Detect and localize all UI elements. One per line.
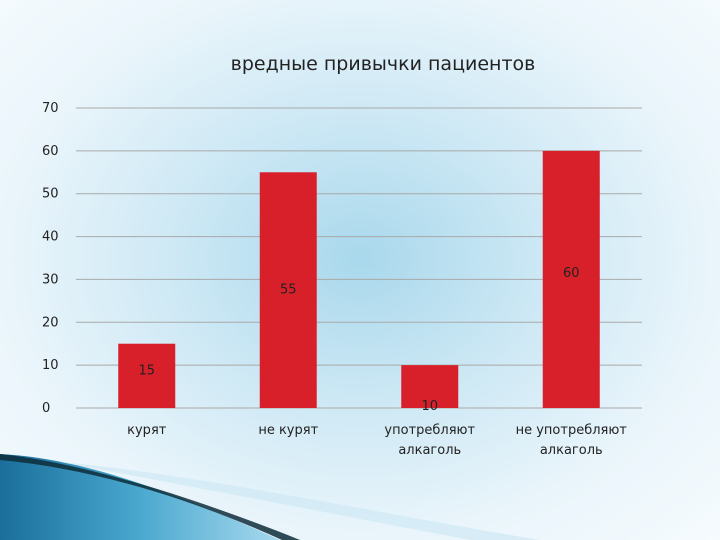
x-tick-label: курят: [127, 423, 167, 438]
y-tick-label: 40: [42, 230, 59, 245]
y-tick-label: 50: [42, 187, 59, 202]
bar: [542, 150, 600, 408]
bar: [259, 172, 317, 408]
x-tick-label: употребляют: [384, 423, 475, 438]
y-tick-label: 70: [42, 101, 59, 116]
x-tick-label: алкаголь: [398, 443, 461, 458]
y-tick-label: 20: [42, 315, 59, 330]
x-tick-label: не курят: [258, 423, 318, 438]
data-labels: 15 55 10 60: [138, 266, 579, 414]
decorative-swoosh: [0, 454, 540, 540]
bar: [118, 343, 176, 408]
data-label: 10: [421, 399, 438, 414]
bars: [118, 150, 600, 408]
y-tick-label: 10: [42, 358, 59, 373]
bar: [401, 365, 459, 408]
data-label: 15: [138, 364, 155, 379]
x-tick-label: не употребляют: [516, 423, 628, 438]
x-tick-label: алкаголь: [540, 443, 603, 458]
y-tick-label: 60: [42, 144, 59, 159]
data-label: 55: [280, 282, 297, 297]
data-label: 60: [563, 266, 580, 281]
x-axis: курят не курят употребляют алкаголь не употр…: [127, 423, 627, 458]
y-axis: 0 10 20 30 40 50 60 70: [42, 101, 59, 416]
chart-title: вредные привычки пациентов: [231, 53, 536, 75]
y-tick-label: 30: [42, 272, 59, 287]
y-tick-label: 0: [42, 401, 50, 416]
